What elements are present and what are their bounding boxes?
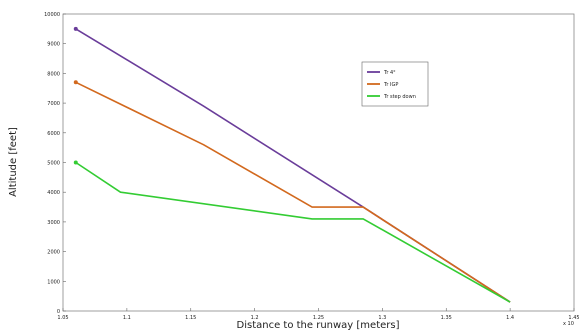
x-tick-label: 1.25 <box>313 315 324 321</box>
x-tick-label: 1.05 <box>57 315 68 321</box>
legend: Tr 4° Tr IGP Tr step down <box>361 61 429 107</box>
y-tick-label: 3000 <box>47 220 60 226</box>
series-start-point-3 <box>73 160 78 165</box>
legend-label: Tr 4° <box>383 70 396 76</box>
series-line-2 <box>75 81 511 303</box>
plot-area <box>62 13 575 312</box>
legend-label: Tr IGP <box>383 82 398 88</box>
series-line-3 <box>75 161 511 303</box>
x-tick-label: 1.3 <box>378 315 386 321</box>
y-tick-label: 7000 <box>47 101 60 107</box>
y-tick-label: 0 <box>57 309 60 315</box>
x-tick-label: 1.15 <box>185 315 196 321</box>
legend-label: Tr step down <box>383 94 416 100</box>
x-tick-label: 1.2 <box>251 315 259 321</box>
y-tick-label: 6000 <box>47 131 60 137</box>
y-tick-label: 4000 <box>47 190 60 196</box>
x-tick-label: 1.1 <box>123 315 131 321</box>
y-tick-label: 8000 <box>47 71 60 77</box>
x-tick-label: 1.45 <box>568 315 579 321</box>
x-tick-label: 1.4 <box>506 315 514 321</box>
y-tick-label: 1000 <box>47 279 60 285</box>
x-exponent-label: x 10 <box>563 321 574 327</box>
y-tick-label: 9000 <box>47 42 60 48</box>
x-tick-label: 1.35 <box>441 315 452 321</box>
y-axis-label: Altitude [feet] <box>8 127 19 197</box>
x-axis-label: Distance to the runway [meters] <box>237 320 400 331</box>
series-start-point-2 <box>73 80 78 85</box>
series-layer <box>73 26 511 303</box>
y-tick-label: 5000 <box>47 161 60 167</box>
legend-box <box>361 61 429 107</box>
y-tick-label: 10000 <box>44 12 60 18</box>
series-start-point-1 <box>73 26 78 31</box>
y-tick-label: 2000 <box>47 250 60 256</box>
axis-ticks: 1.05 1.1 1.15 1.2 1.25 1.3 1.35 1.4 1.45 0 1000 200… <box>44 12 579 321</box>
